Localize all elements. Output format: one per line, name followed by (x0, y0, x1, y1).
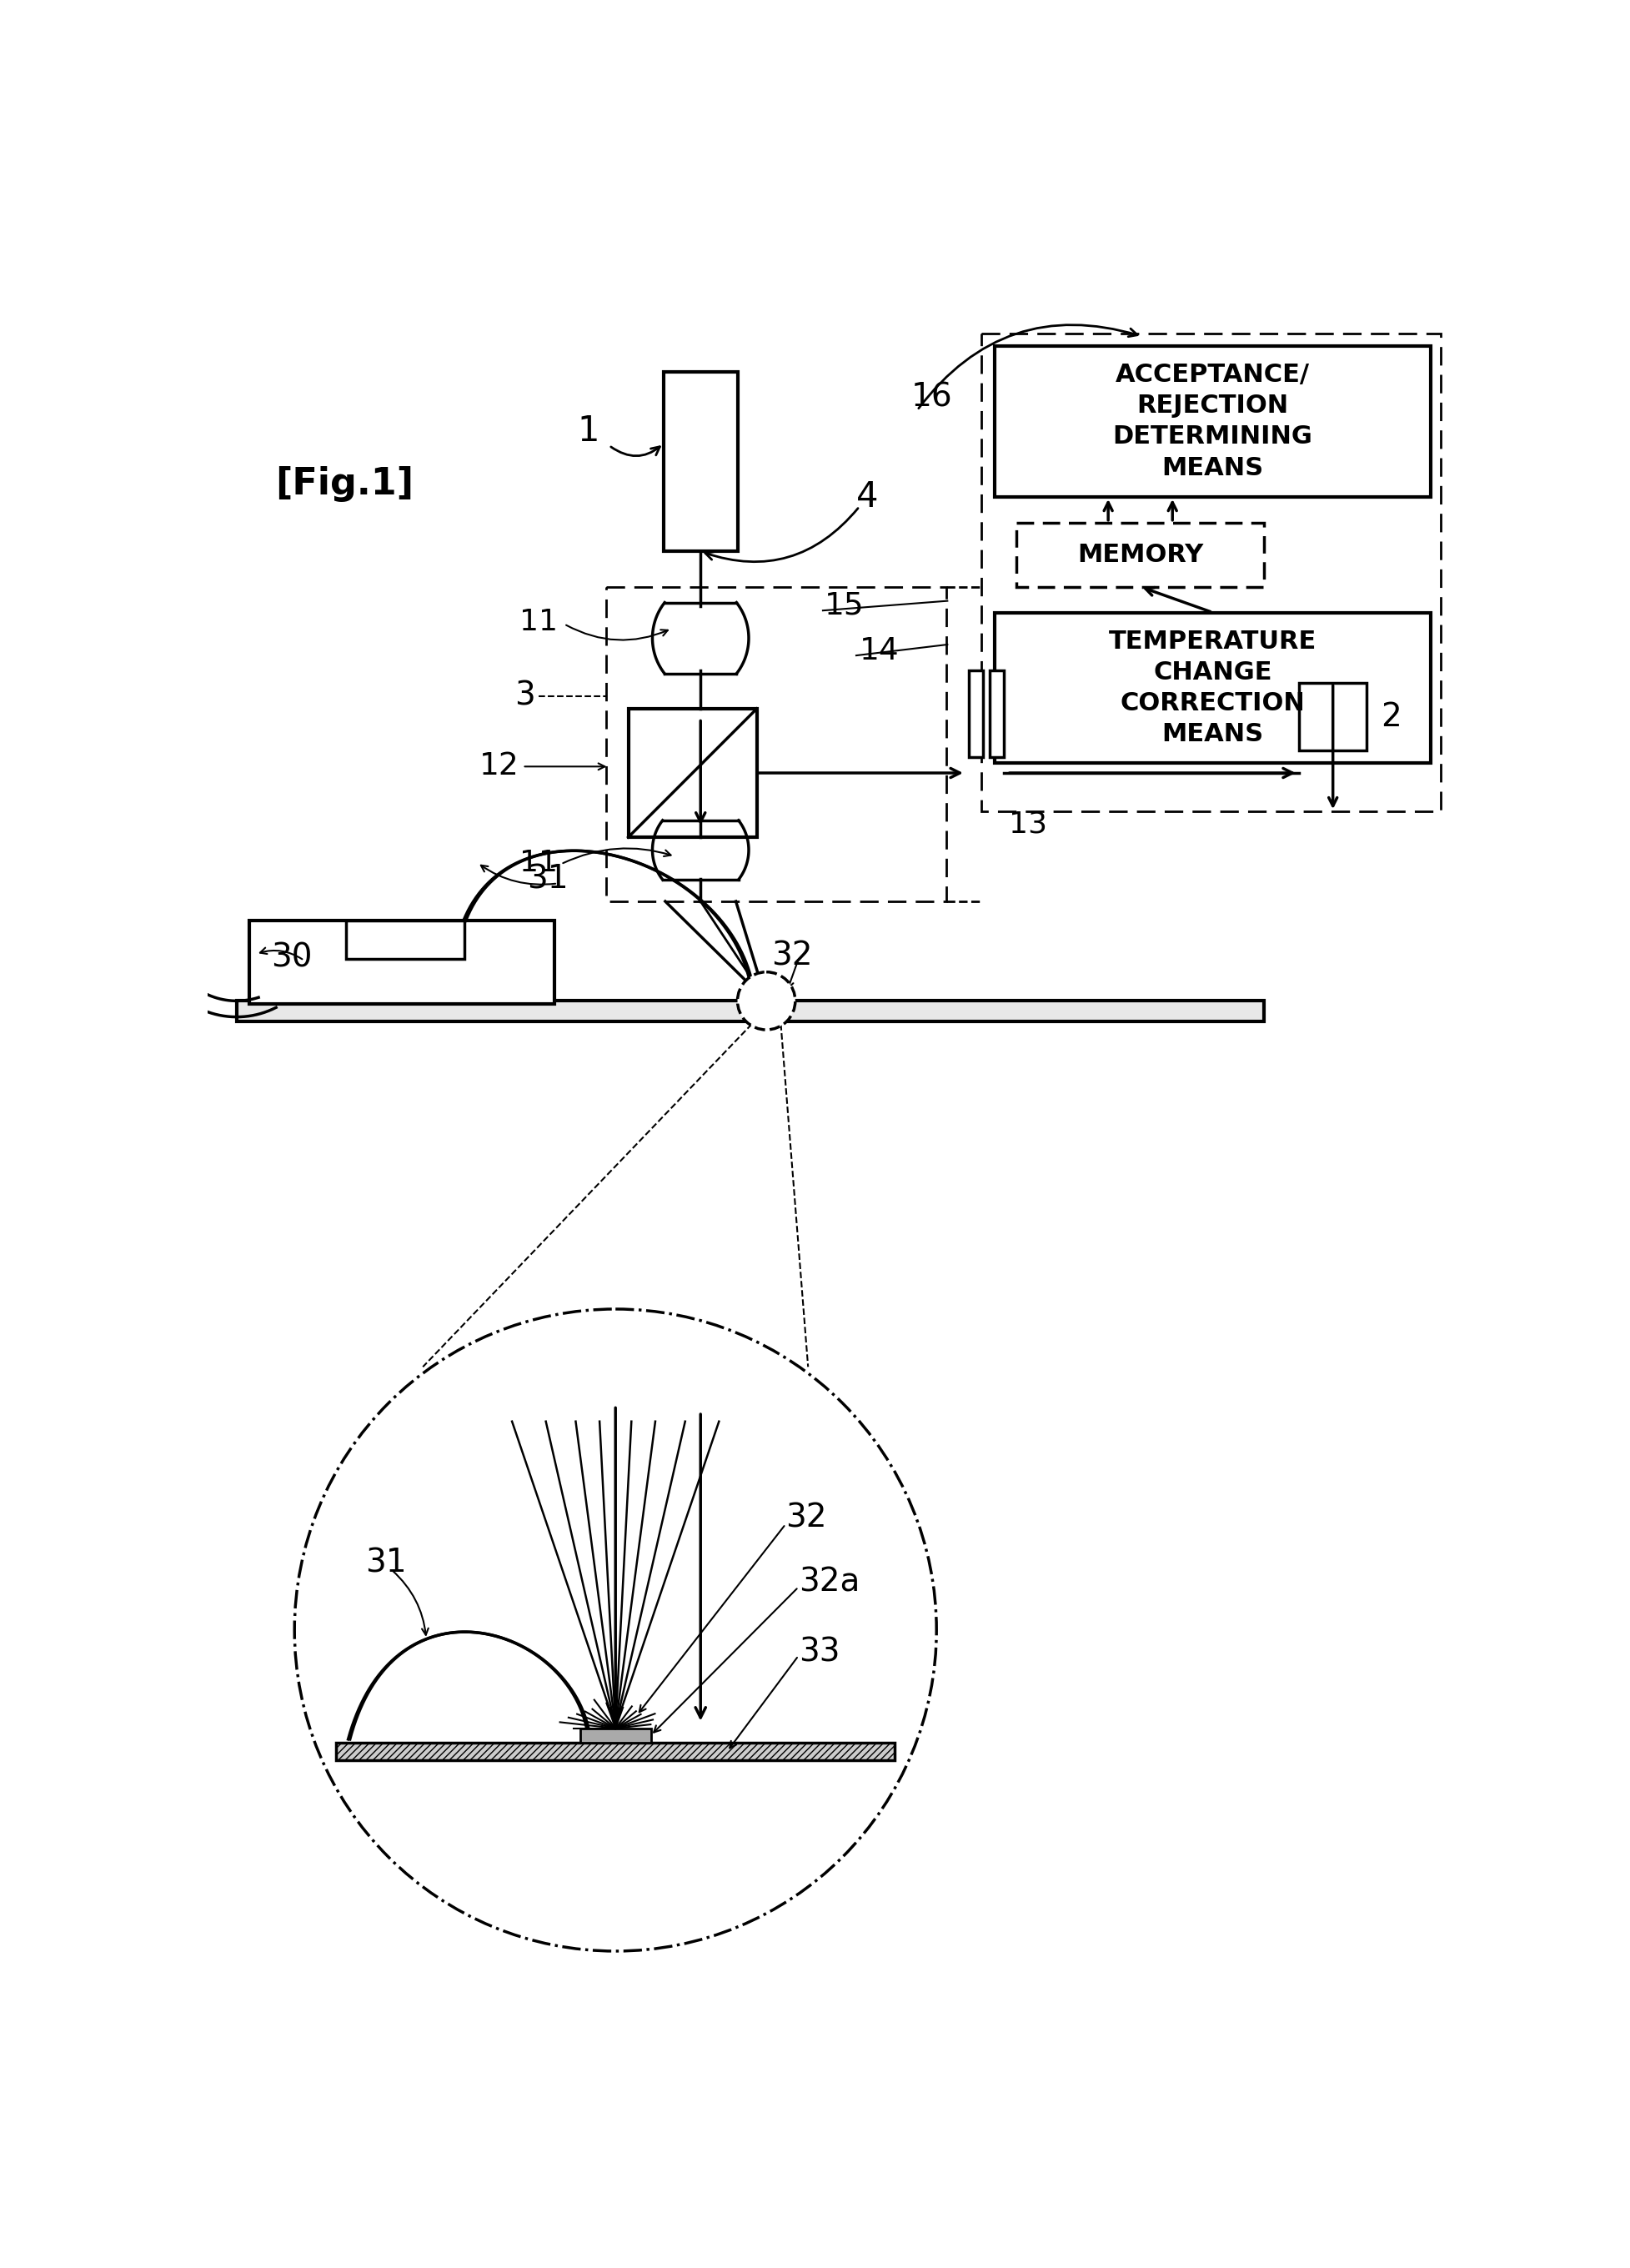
Text: 32: 32 (771, 941, 813, 971)
Circle shape (737, 973, 795, 1030)
Bar (994, 612, 1431, 764)
Bar (989, 671, 1004, 758)
Bar (580, 1728, 650, 1742)
Text: 1: 1 (577, 413, 600, 449)
Bar (336, 1742, 895, 1760)
Bar (994, 347, 1431, 497)
Bar (981, 333, 1441, 812)
Bar (236, 1000, 1263, 1021)
Bar (1017, 522, 1263, 587)
Text: 31: 31 (528, 864, 569, 896)
Text: [Fig.1]: [Fig.1] (275, 467, 414, 501)
Text: 2: 2 (1381, 701, 1402, 733)
Text: MEMORY: MEMORY (1077, 542, 1203, 567)
Bar (628, 708, 756, 837)
Text: 32a: 32a (799, 1567, 859, 1597)
Text: 11: 11 (520, 608, 557, 637)
Text: 15: 15 (825, 592, 864, 621)
Text: 4: 4 (856, 479, 879, 515)
Bar (346, 921, 465, 959)
Text: 16: 16 (911, 381, 952, 413)
Bar (663, 372, 737, 551)
Text: 13: 13 (1009, 810, 1048, 839)
Text: 14: 14 (859, 635, 900, 667)
Bar (336, 1742, 895, 1760)
Text: 3: 3 (515, 680, 535, 712)
Bar (968, 671, 983, 758)
Bar (606, 587, 945, 900)
Text: 31: 31 (365, 1547, 406, 1579)
Text: 11: 11 (520, 848, 557, 878)
Text: 30: 30 (271, 941, 311, 973)
Bar (249, 921, 554, 1005)
Text: TEMPERATURE
CHANGE
CORRECTION
MEANS: TEMPERATURE CHANGE CORRECTION MEANS (1108, 631, 1317, 746)
Text: 32: 32 (786, 1501, 826, 1533)
Text: 33: 33 (799, 1637, 839, 1669)
Circle shape (295, 1309, 937, 1950)
Text: ACCEPTANCE/
REJECTION
DETERMINING
MEANS: ACCEPTANCE/ REJECTION DETERMINING MEANS (1113, 363, 1312, 481)
Text: 12: 12 (479, 751, 520, 782)
Bar (1299, 683, 1366, 751)
